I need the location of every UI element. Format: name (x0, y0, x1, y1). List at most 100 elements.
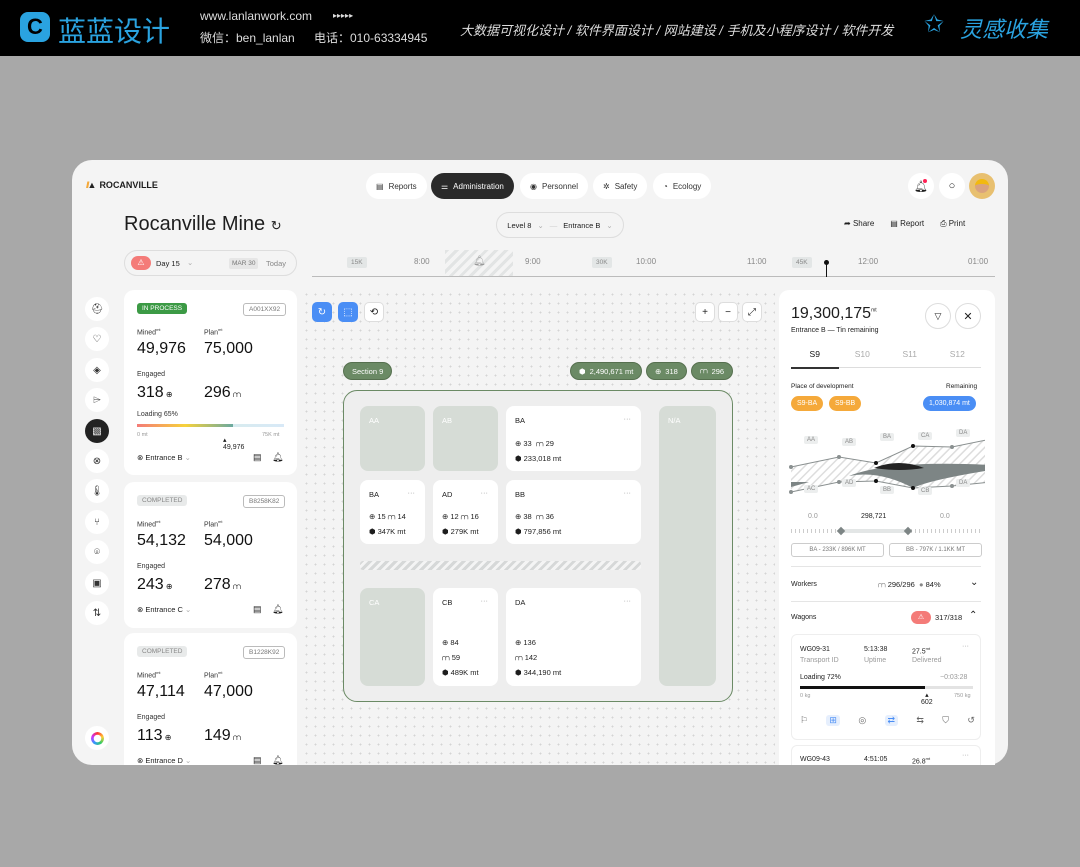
report-icon[interactable]: ▤ (253, 755, 262, 765)
range-button[interactable]: BA - 233K / 896K MT (791, 543, 884, 557)
refresh-icon[interactable]: ↻ (270, 218, 282, 233)
tab-s10[interactable]: S10 (854, 349, 870, 359)
sidebar-backpack-icon[interactable]: ▣ (85, 571, 109, 595)
profile-label: AC (804, 485, 819, 493)
report-button[interactable]: ▤ Report (890, 219, 925, 228)
block-ca[interactable]: CA (360, 588, 425, 686)
report-icon[interactable]: ▤ (253, 604, 262, 614)
wagon-card[interactable]: WG09-31 Transport ID 5:13:38 Uptime 27.5… (791, 634, 981, 740)
grid-icon[interactable]: ⊞ (826, 715, 840, 726)
swap-icon[interactable]: ⇄ (884, 715, 899, 726)
timeline-axis[interactable] (312, 276, 995, 277)
more-icon[interactable]: ··· (962, 752, 969, 759)
color-wheel-button[interactable] (85, 726, 109, 750)
history-icon[interactable]: ↺ (967, 715, 975, 725)
print-button[interactable]: ⎙ Print (940, 219, 966, 228)
draw-tool-button[interactable]: ↻ (312, 302, 332, 322)
sidebar-health-icon[interactable]: ♡ (85, 327, 109, 351)
bell-icon[interactable]: 🔔︎ (272, 755, 284, 765)
block-ba[interactable]: BA ··· ⊕ 33 ⩋ 29 ⬢ 233,018 mt (506, 406, 641, 471)
entrance-dropdown[interactable]: Entrance B (563, 220, 601, 230)
filter-button[interactable]: ▽ (925, 303, 951, 329)
share-button[interactable]: ➦ Share (844, 219, 875, 228)
entrance-card[interactable]: COMPLETED B8258K82 Minedmt Planmt 54,132… (124, 482, 297, 628)
sidebar-food-icon[interactable]: ⑂ (85, 510, 109, 534)
avatar[interactable] (969, 173, 995, 199)
entrance-dropdown[interactable]: ⊗ Entrance D ⌄ (137, 756, 192, 765)
place-label: Place of development (791, 383, 854, 390)
chat-button[interactable]: ○ (939, 173, 965, 199)
lasso-button[interactable]: ⟲ (364, 302, 384, 322)
location-check-icon[interactable]: ◎ (858, 715, 867, 725)
notifications-button[interactable]: 🔔︎ (908, 173, 934, 199)
chevron-up-icon[interactable]: ⌃ (969, 610, 978, 621)
nav-personnel[interactable]: ◉ Personnel (520, 173, 589, 199)
sidebar-map-icon[interactable]: ▧ (85, 419, 109, 443)
zoom-in-button[interactable]: + (695, 302, 715, 322)
wagon-card[interactable]: WG09-43 4:51:05 26.8mt ··· (791, 745, 981, 765)
bell-icon[interactable]: 🔔︎ (272, 452, 284, 462)
sidebar-camera-icon[interactable]: ⌲ (85, 388, 109, 412)
shield-icon[interactable]: ⛉ (942, 715, 950, 725)
card-id: A001XX92 (243, 303, 287, 316)
block-ab[interactable]: AB (433, 406, 498, 471)
tab-s9[interactable]: S9 (809, 349, 820, 359)
bell-icon[interactable]: 🔔︎ (272, 604, 284, 614)
app-logo[interactable]: ///▲ ROCANVILLE (86, 180, 158, 190)
workers-count: 149 ⩋ (204, 727, 242, 744)
block-da[interactable]: DA ··· ⊕ 136 ⩋ 142 ⬢ 344,190 mt (506, 588, 641, 686)
panel-total: 19,300,175mt (791, 305, 877, 322)
tab-s12[interactable]: S12 (949, 349, 965, 359)
block-na[interactable]: N/A (659, 406, 716, 686)
block-aa[interactable]: AA (360, 406, 425, 471)
timeline-cursor[interactable] (824, 260, 829, 277)
top-banner: C 蓝蓝设计 www.lanlanwork.com ▸▸▸▸▸ 微信：ben_l… (0, 0, 1080, 56)
select-area-button[interactable]: ⬚ (338, 302, 358, 322)
chevron-down-icon[interactable]: ⌄ (970, 577, 979, 588)
range-button[interactable]: BB - 797K / 1.1KK MT (889, 543, 982, 557)
level-dropdown[interactable]: Level 8 (507, 220, 532, 230)
nav-safety[interactable]: ✲ Safety (593, 173, 648, 199)
block-ba[interactable]: BA ··· ⊕ 15 ⩋ 14 ⬢ 347K mt (360, 480, 425, 544)
entrance-dropdown[interactable]: ⊗ Entrance B ⌄ (137, 453, 191, 462)
sidebar-route-icon[interactable]: ⇅ (85, 601, 109, 625)
today-button[interactable]: Today (266, 259, 287, 268)
nav-reports[interactable]: ▤ Reports (366, 173, 427, 199)
sidebar-helmet-icon[interactable]: ⛑ (85, 297, 109, 321)
tab-s11[interactable]: S11 (902, 349, 918, 359)
range-slider[interactable] (791, 526, 981, 536)
sidebar-cube-icon[interactable]: ◈ (85, 358, 109, 382)
block-cb[interactable]: CB ··· ⊕ 84 ⩋ 59 ⬢ 489K mt (433, 588, 498, 686)
fullscreen-button[interactable]: ⤢ (742, 302, 762, 322)
flag-icon[interactable]: ⚐ (800, 715, 809, 725)
location-selector[interactable]: Level 8 ⌄ — Entrance B ⌄ (496, 212, 624, 238)
day-picker[interactable]: ⚠ Day 15 ⌄ MAR 30 Today (124, 250, 297, 276)
range-value: 0.0 (808, 513, 818, 520)
more-icon: ··· (623, 596, 632, 605)
more-icon: ··· (623, 414, 632, 423)
report-icon[interactable]: ▤ (253, 452, 262, 462)
entrance-dropdown[interactable]: ⊗ Entrance C ⌄ (137, 605, 192, 614)
place-chip[interactable]: S9-BB (829, 396, 862, 411)
section-label[interactable]: Section 9 (343, 362, 393, 380)
entrance-card[interactable]: IN PROCESS A001XX92 Minedmt Planmt 49,97… (124, 290, 297, 475)
block-bb[interactable]: BB ··· ⊕ 38 ⩋ 36 ⬢ 797,856 mt (506, 480, 641, 544)
nav-administration[interactable]: ⚌ Administration (431, 173, 514, 199)
more-icon[interactable]: ··· (962, 643, 969, 650)
nav-ecology[interactable]: ◔ Ecology (653, 173, 712, 199)
entrance-card[interactable]: COMPLETED B1228K92 Minedmt Planmt 47,114… (124, 633, 297, 765)
banner-wechat: 微信：ben_lanlan (200, 31, 295, 45)
close-button[interactable]: ✕ (955, 303, 981, 329)
polygon-select-icon: ⬚ (343, 306, 353, 318)
zoom-out-button[interactable]: − (718, 302, 738, 322)
block-ad[interactable]: AD ··· ⊕ 12 ⩋ 16 ⬢ 279K mt (433, 480, 498, 544)
wagon-uptime: 5:13:38 (864, 646, 888, 653)
sidebar-face-scan-icon[interactable]: ⌾ (85, 540, 109, 564)
sidebar-location-icon[interactable]: ⊗ (85, 449, 109, 473)
section-total: ⬢ 2,490,671 mt (570, 362, 643, 380)
transfer-icon[interactable]: ⇆ (916, 715, 924, 725)
sidebar-thermometer-icon[interactable]: 🌡︎ (85, 479, 109, 503)
timeline-time: 11:00 (747, 257, 767, 266)
alert-zone (445, 250, 513, 276)
place-chip[interactable]: S9-BA (791, 396, 824, 411)
